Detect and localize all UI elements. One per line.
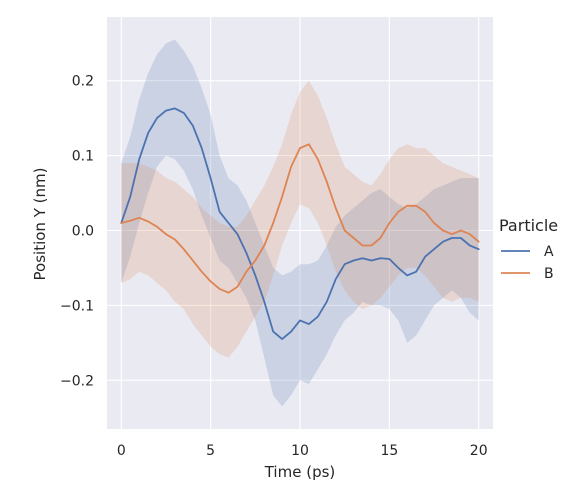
legend: Particle A B (499, 216, 558, 282)
x-tick-label: 10 (291, 443, 309, 459)
y-tick-label: 0.1 (72, 149, 94, 165)
x-axis-label: Time (ps) (264, 463, 336, 481)
x-tick-label: 15 (380, 443, 398, 459)
legend-label-a: A (544, 244, 554, 260)
legend-title: Particle (499, 216, 558, 235)
y-tick-label: −0.2 (60, 373, 94, 389)
y-tick-label: 0.2 (72, 74, 94, 90)
x-tick-label: 20 (470, 443, 488, 459)
x-tick-label: 0 (117, 443, 126, 459)
legend-label-b: B (544, 266, 554, 282)
y-axis-label: Position Y (nm) (31, 168, 49, 281)
y-tick-label: 0.0 (72, 223, 94, 239)
y-tick-label: −0.1 (60, 298, 94, 314)
y-axis-ticks: −0.2 −0.1 0.0 0.1 0.2 (60, 74, 94, 390)
x-tick-label: 5 (206, 443, 215, 459)
x-axis-ticks: 0 5 10 15 20 (117, 443, 488, 459)
